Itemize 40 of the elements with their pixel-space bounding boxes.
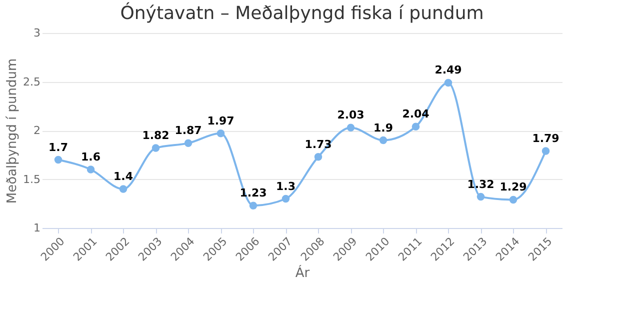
point <box>476 192 485 201</box>
data-label: 1.7 <box>48 140 68 154</box>
data-label: 2.04 <box>402 108 430 121</box>
y-tick-label: 3 <box>34 26 40 40</box>
y-tick-label: 2 <box>34 124 40 137</box>
y-tick-label: 2.5 <box>23 75 40 88</box>
data-label: 1.6 <box>81 150 101 164</box>
y-tick-label: 1 <box>34 222 40 234</box>
point <box>216 130 225 138</box>
point <box>444 78 452 87</box>
point <box>314 152 322 161</box>
point <box>184 139 192 148</box>
data-label: 1.29 <box>500 180 527 194</box>
y-axis-title: Meðalþyngd í pundum <box>5 58 20 204</box>
data-label: 1.82 <box>142 129 170 142</box>
point <box>282 194 290 203</box>
point <box>509 196 518 204</box>
point <box>379 136 388 144</box>
data-label: 2.49 <box>434 64 462 77</box>
point <box>152 144 160 152</box>
point <box>54 156 62 164</box>
point <box>412 122 420 130</box>
x-axis-title: Ár <box>295 264 310 282</box>
data-label: 1.4 <box>114 170 134 183</box>
data-label: 1.87 <box>174 124 202 138</box>
chart-title: Ónýtavatn – Meðalþyngd fiska í pundum <box>120 2 484 24</box>
data-label: 1.79 <box>532 132 560 145</box>
data-label: 1.23 <box>240 186 267 200</box>
data-label: 1.97 <box>207 114 234 128</box>
data-label: 1.9 <box>374 121 393 134</box>
point <box>86 166 95 174</box>
point <box>542 147 550 155</box>
data-label: 1.3 <box>276 180 296 193</box>
data-label: 2.03 <box>337 108 364 122</box>
data-label: 1.73 <box>304 138 332 151</box>
y-tick-label: 1.5 <box>23 172 40 186</box>
point <box>249 202 258 210</box>
data-label: 1.32 <box>467 178 494 191</box>
point <box>346 124 355 132</box>
point <box>119 185 128 193</box>
